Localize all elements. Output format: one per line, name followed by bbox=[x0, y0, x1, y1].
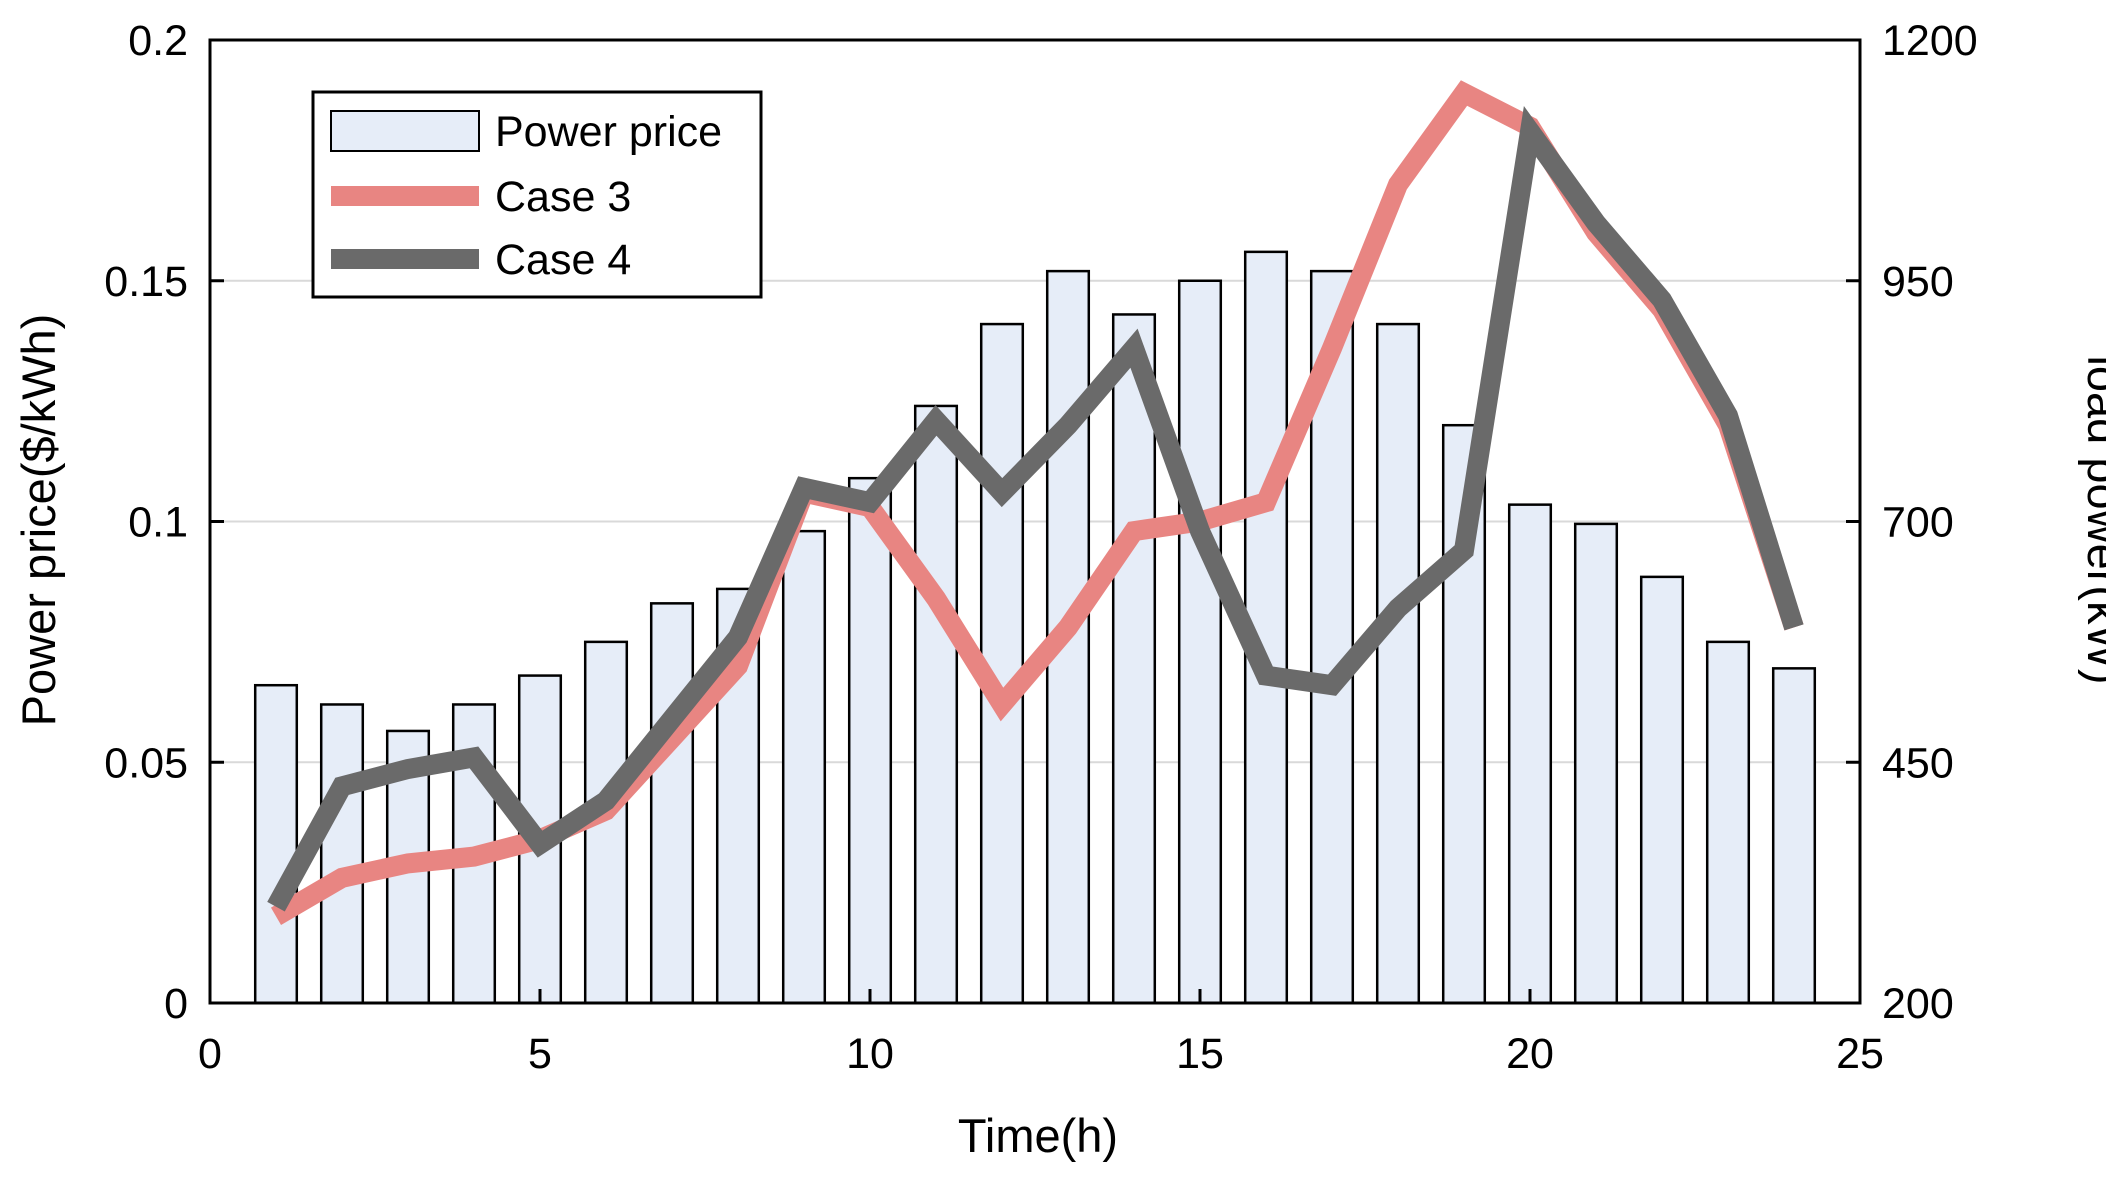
tick-labels: 0 5 10 15 20 25 0 0.05 0.1 0.15 0.2 200 450 700 950 120… bbox=[104, 17, 1977, 1078]
x-tick-label: 25 bbox=[1836, 1030, 1884, 1078]
bar-power-price-h15 bbox=[1177, 279, 1223, 1005]
bar-power-price-h23 bbox=[1705, 640, 1751, 1005]
x-tick-label: 15 bbox=[1176, 1030, 1224, 1078]
bar-power-price-h2 bbox=[319, 703, 365, 1005]
y-right-tick-label: 950 bbox=[1882, 258, 1954, 306]
y-axis-right-title: load power(kW) bbox=[2078, 355, 2106, 684]
y-left-tick-label: 0.1 bbox=[128, 499, 188, 547]
legend: Power price Case 3 Case 4 bbox=[311, 90, 763, 299]
y-left-tick-label: 0.2 bbox=[128, 17, 188, 65]
x-tick-label: 5 bbox=[528, 1030, 552, 1078]
line-case-4 bbox=[267, 105, 1804, 912]
line-series bbox=[267, 80, 1804, 925]
bar-power-price-h21 bbox=[1573, 522, 1619, 1005]
axis-ticks bbox=[208, 38, 1862, 1005]
bar-power-price-h20 bbox=[1507, 503, 1553, 1005]
y-left-tick-label: 0.05 bbox=[104, 739, 188, 787]
bar-power-price-h24 bbox=[1771, 667, 1817, 1005]
bar-power-price-h14 bbox=[1111, 313, 1157, 1005]
y-right-tick-label: 700 bbox=[1882, 499, 1954, 547]
bar-power-price-h9 bbox=[781, 529, 827, 1005]
legend-label-power-price: Power price bbox=[495, 108, 722, 156]
x-axis-title: Time(h) bbox=[958, 1109, 1118, 1162]
legend-swatch-power-price bbox=[330, 110, 480, 152]
bar-power-price-h11 bbox=[913, 404, 959, 1005]
bar-power-price-h18 bbox=[1375, 322, 1421, 1005]
y-right-tick-label: 200 bbox=[1882, 980, 1954, 1028]
bar-power-price-h22 bbox=[1639, 575, 1685, 1005]
legend-label-case-3: Case 3 bbox=[495, 173, 631, 221]
y-axis-left-title: Power price($/kWh) bbox=[12, 314, 65, 727]
bar-series-power-price bbox=[253, 250, 1817, 1005]
x-tick-label: 0 bbox=[198, 1030, 222, 1078]
legend-label-case-4: Case 4 bbox=[495, 236, 631, 284]
y-right-tick-label: 1200 bbox=[1882, 17, 1978, 65]
x-tick-label: 10 bbox=[846, 1030, 894, 1078]
y-left-tick-label: 0.15 bbox=[104, 258, 188, 306]
bar-power-price-h1 bbox=[253, 683, 299, 1005]
bar-power-price-h10 bbox=[847, 476, 893, 1005]
bar-power-price-h7 bbox=[649, 602, 695, 1005]
y-right-tick-label: 450 bbox=[1882, 739, 1954, 787]
x-tick-label: 20 bbox=[1506, 1030, 1554, 1078]
y-left-tick-label: 0 bbox=[164, 980, 188, 1028]
